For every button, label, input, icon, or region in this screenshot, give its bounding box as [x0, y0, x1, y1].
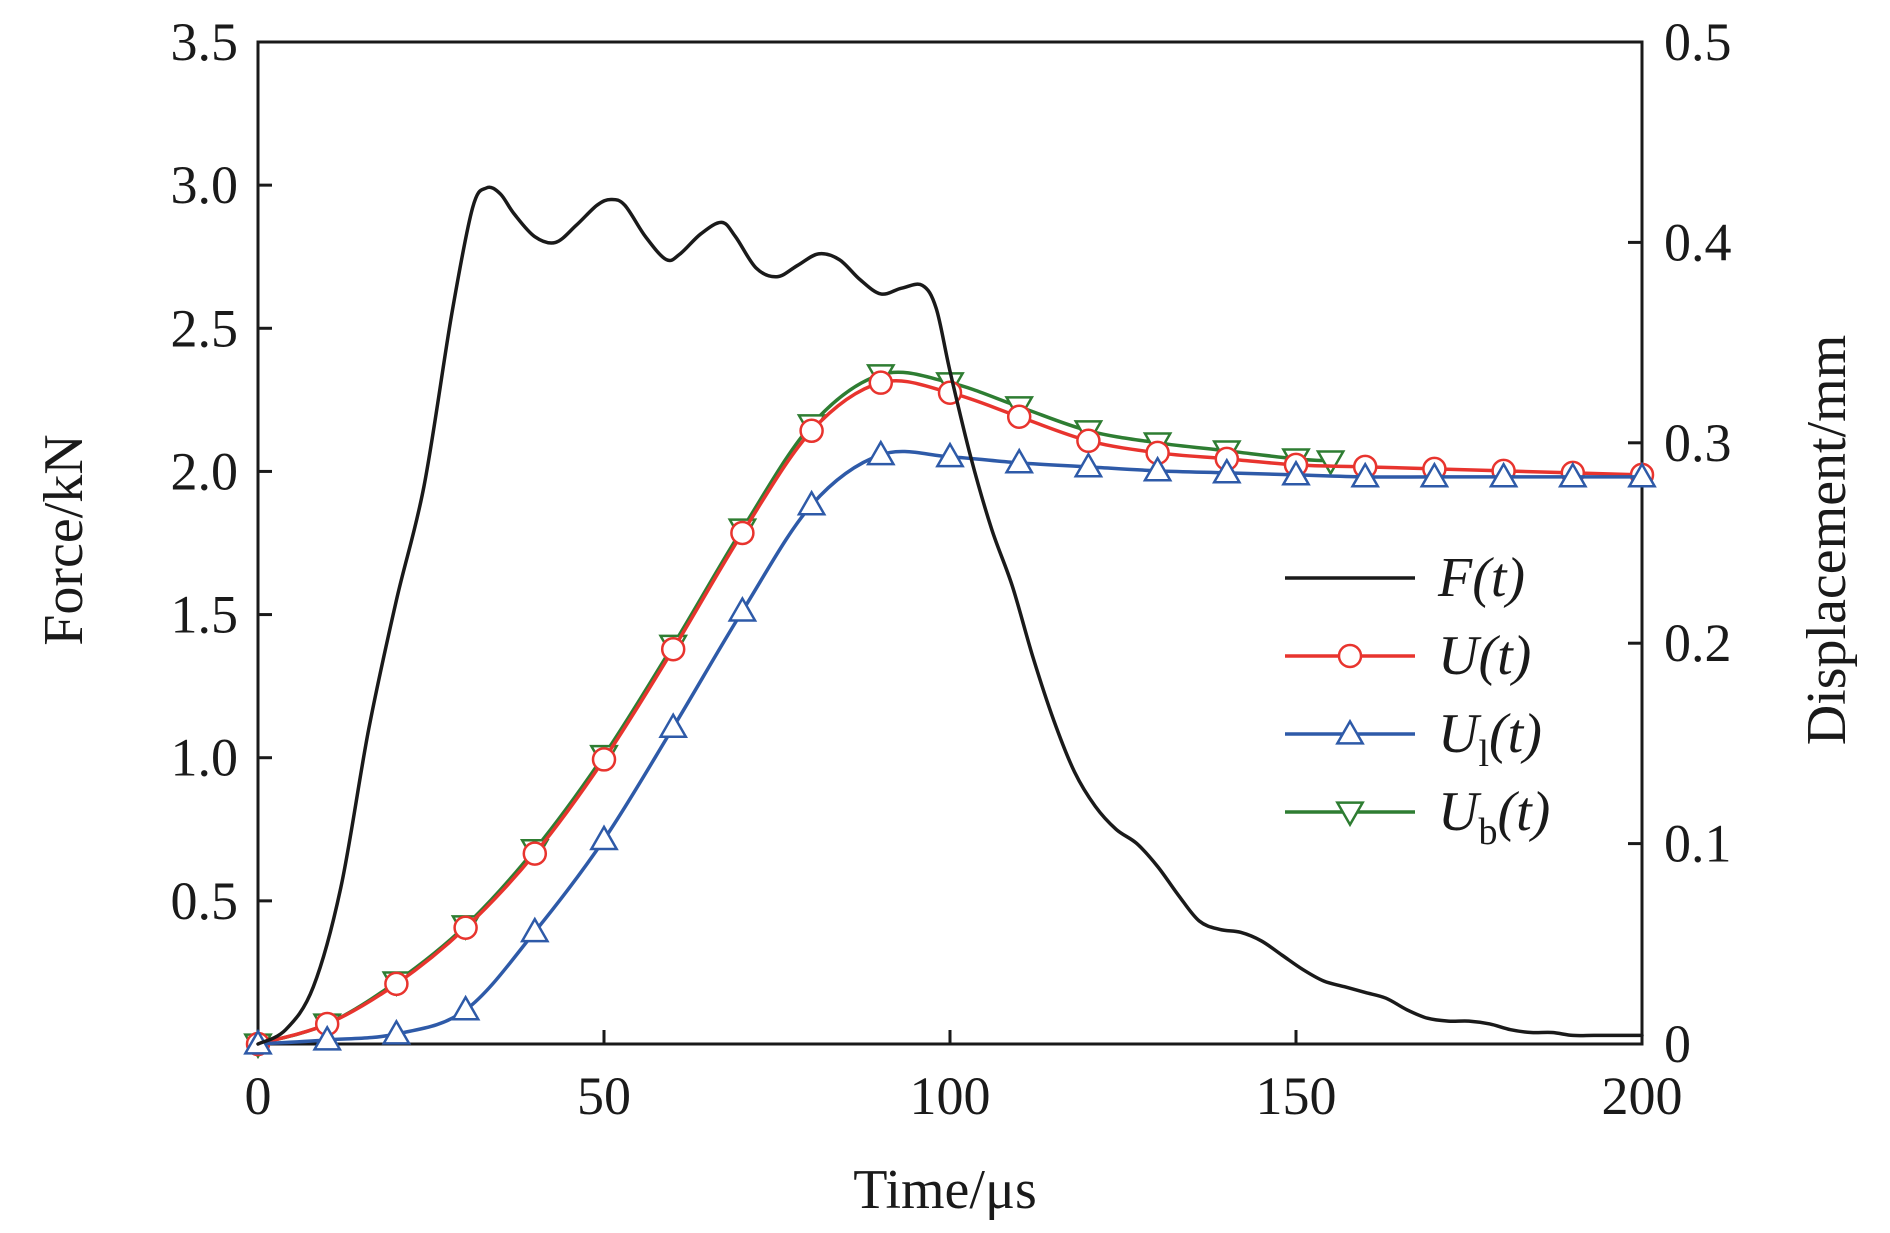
y-tick-label: 2.0 — [171, 441, 239, 501]
y-right-tick-label: 0 — [1664, 1014, 1691, 1074]
y-tick-label: 2.5 — [171, 298, 239, 358]
y-tick-label: 3.0 — [171, 155, 239, 215]
data-point — [1211, 457, 1242, 484]
data-point — [312, 1024, 343, 1051]
data-point — [1076, 428, 1101, 454]
legend-label: U(t) — [1438, 625, 1531, 687]
data-point — [1350, 461, 1381, 488]
legend-label: F(t) — [1437, 547, 1525, 609]
y-right-tick-label: 0.5 — [1664, 12, 1732, 72]
x-axis-title: Time/μs — [853, 1159, 1037, 1221]
series-U(t) — [245, 370, 1655, 1057]
data-point — [589, 824, 619, 851]
data-point — [935, 441, 965, 468]
data-point — [796, 489, 827, 516]
data-point — [381, 1018, 412, 1045]
legend-marker — [1335, 801, 1365, 828]
series-Ub(t) — [243, 364, 1346, 1060]
legend-item: U(t) — [1285, 625, 1531, 687]
data-point — [1315, 450, 1346, 476]
y-right-tick-label: 0.2 — [1664, 613, 1732, 673]
x-tick-label: 200 — [1602, 1066, 1683, 1126]
series-layer — [243, 185, 1657, 1060]
data-point — [519, 916, 550, 943]
y-right-tick-label: 0.4 — [1664, 212, 1732, 272]
data-point — [453, 915, 478, 941]
data-point — [1006, 404, 1032, 429]
data-point — [1004, 447, 1035, 474]
legend: F(t) U(t) Ul(t)Ub(t) — [1285, 547, 1550, 853]
series-line — [256, 185, 1644, 1046]
y-tick-label: 0.5 — [171, 871, 239, 931]
y-tick-label: 1.5 — [171, 585, 239, 645]
data-point — [384, 971, 409, 997]
x-tick-label: 100 — [910, 1066, 991, 1126]
x-tick-label: 0 — [245, 1066, 272, 1126]
y-right-axis-title: Displacement/mm — [1796, 335, 1858, 746]
data-point — [450, 994, 481, 1021]
legend-marker — [1337, 643, 1363, 669]
y-right-tick-label: 0.3 — [1664, 413, 1732, 473]
plot-frame — [256, 40, 1644, 1046]
legend-label: Ul(t) — [1438, 703, 1542, 775]
series-line — [256, 449, 1644, 1046]
series-U1(t) — [243, 439, 1657, 1055]
data-point — [868, 370, 894, 395]
legend-item: Ub(t) — [1285, 781, 1550, 853]
data-point — [660, 636, 686, 662]
axes-layer: 0 50 100 150 200 0.5 1.0 1.5 2.0 2.5 3.0 3.5 0 0.1 0.2… — [171, 12, 1732, 1126]
data-point — [1419, 461, 1450, 488]
x-tick-label: 50 — [577, 1066, 631, 1126]
data-point — [730, 520, 755, 546]
legend-marker — [1335, 718, 1365, 745]
y-axis-title: Force/kN — [33, 434, 95, 646]
legend-label: Ub(t) — [1438, 781, 1550, 853]
data-point — [727, 595, 758, 622]
data-point — [522, 841, 548, 866]
data-point — [1557, 461, 1588, 488]
data-point — [1627, 461, 1657, 488]
data-point — [591, 747, 617, 772]
series-line — [256, 378, 1644, 1046]
data-point — [799, 418, 824, 444]
y-tick-label: 1.0 — [171, 728, 239, 788]
data-point — [865, 439, 896, 466]
data-point — [1488, 461, 1519, 488]
data-point — [1142, 455, 1173, 482]
legend-item: Ul(t) — [1285, 703, 1542, 775]
data-point — [1281, 459, 1311, 486]
x-tick-label: 150 — [1256, 1066, 1337, 1126]
series-F(t) — [256, 185, 1644, 1046]
y-tick-label: 3.5 — [171, 12, 239, 72]
legend-item: F(t) — [1285, 547, 1525, 609]
y-right-tick-label: 0.1 — [1664, 814, 1732, 874]
data-point — [1073, 451, 1104, 478]
data-point — [658, 712, 689, 738]
